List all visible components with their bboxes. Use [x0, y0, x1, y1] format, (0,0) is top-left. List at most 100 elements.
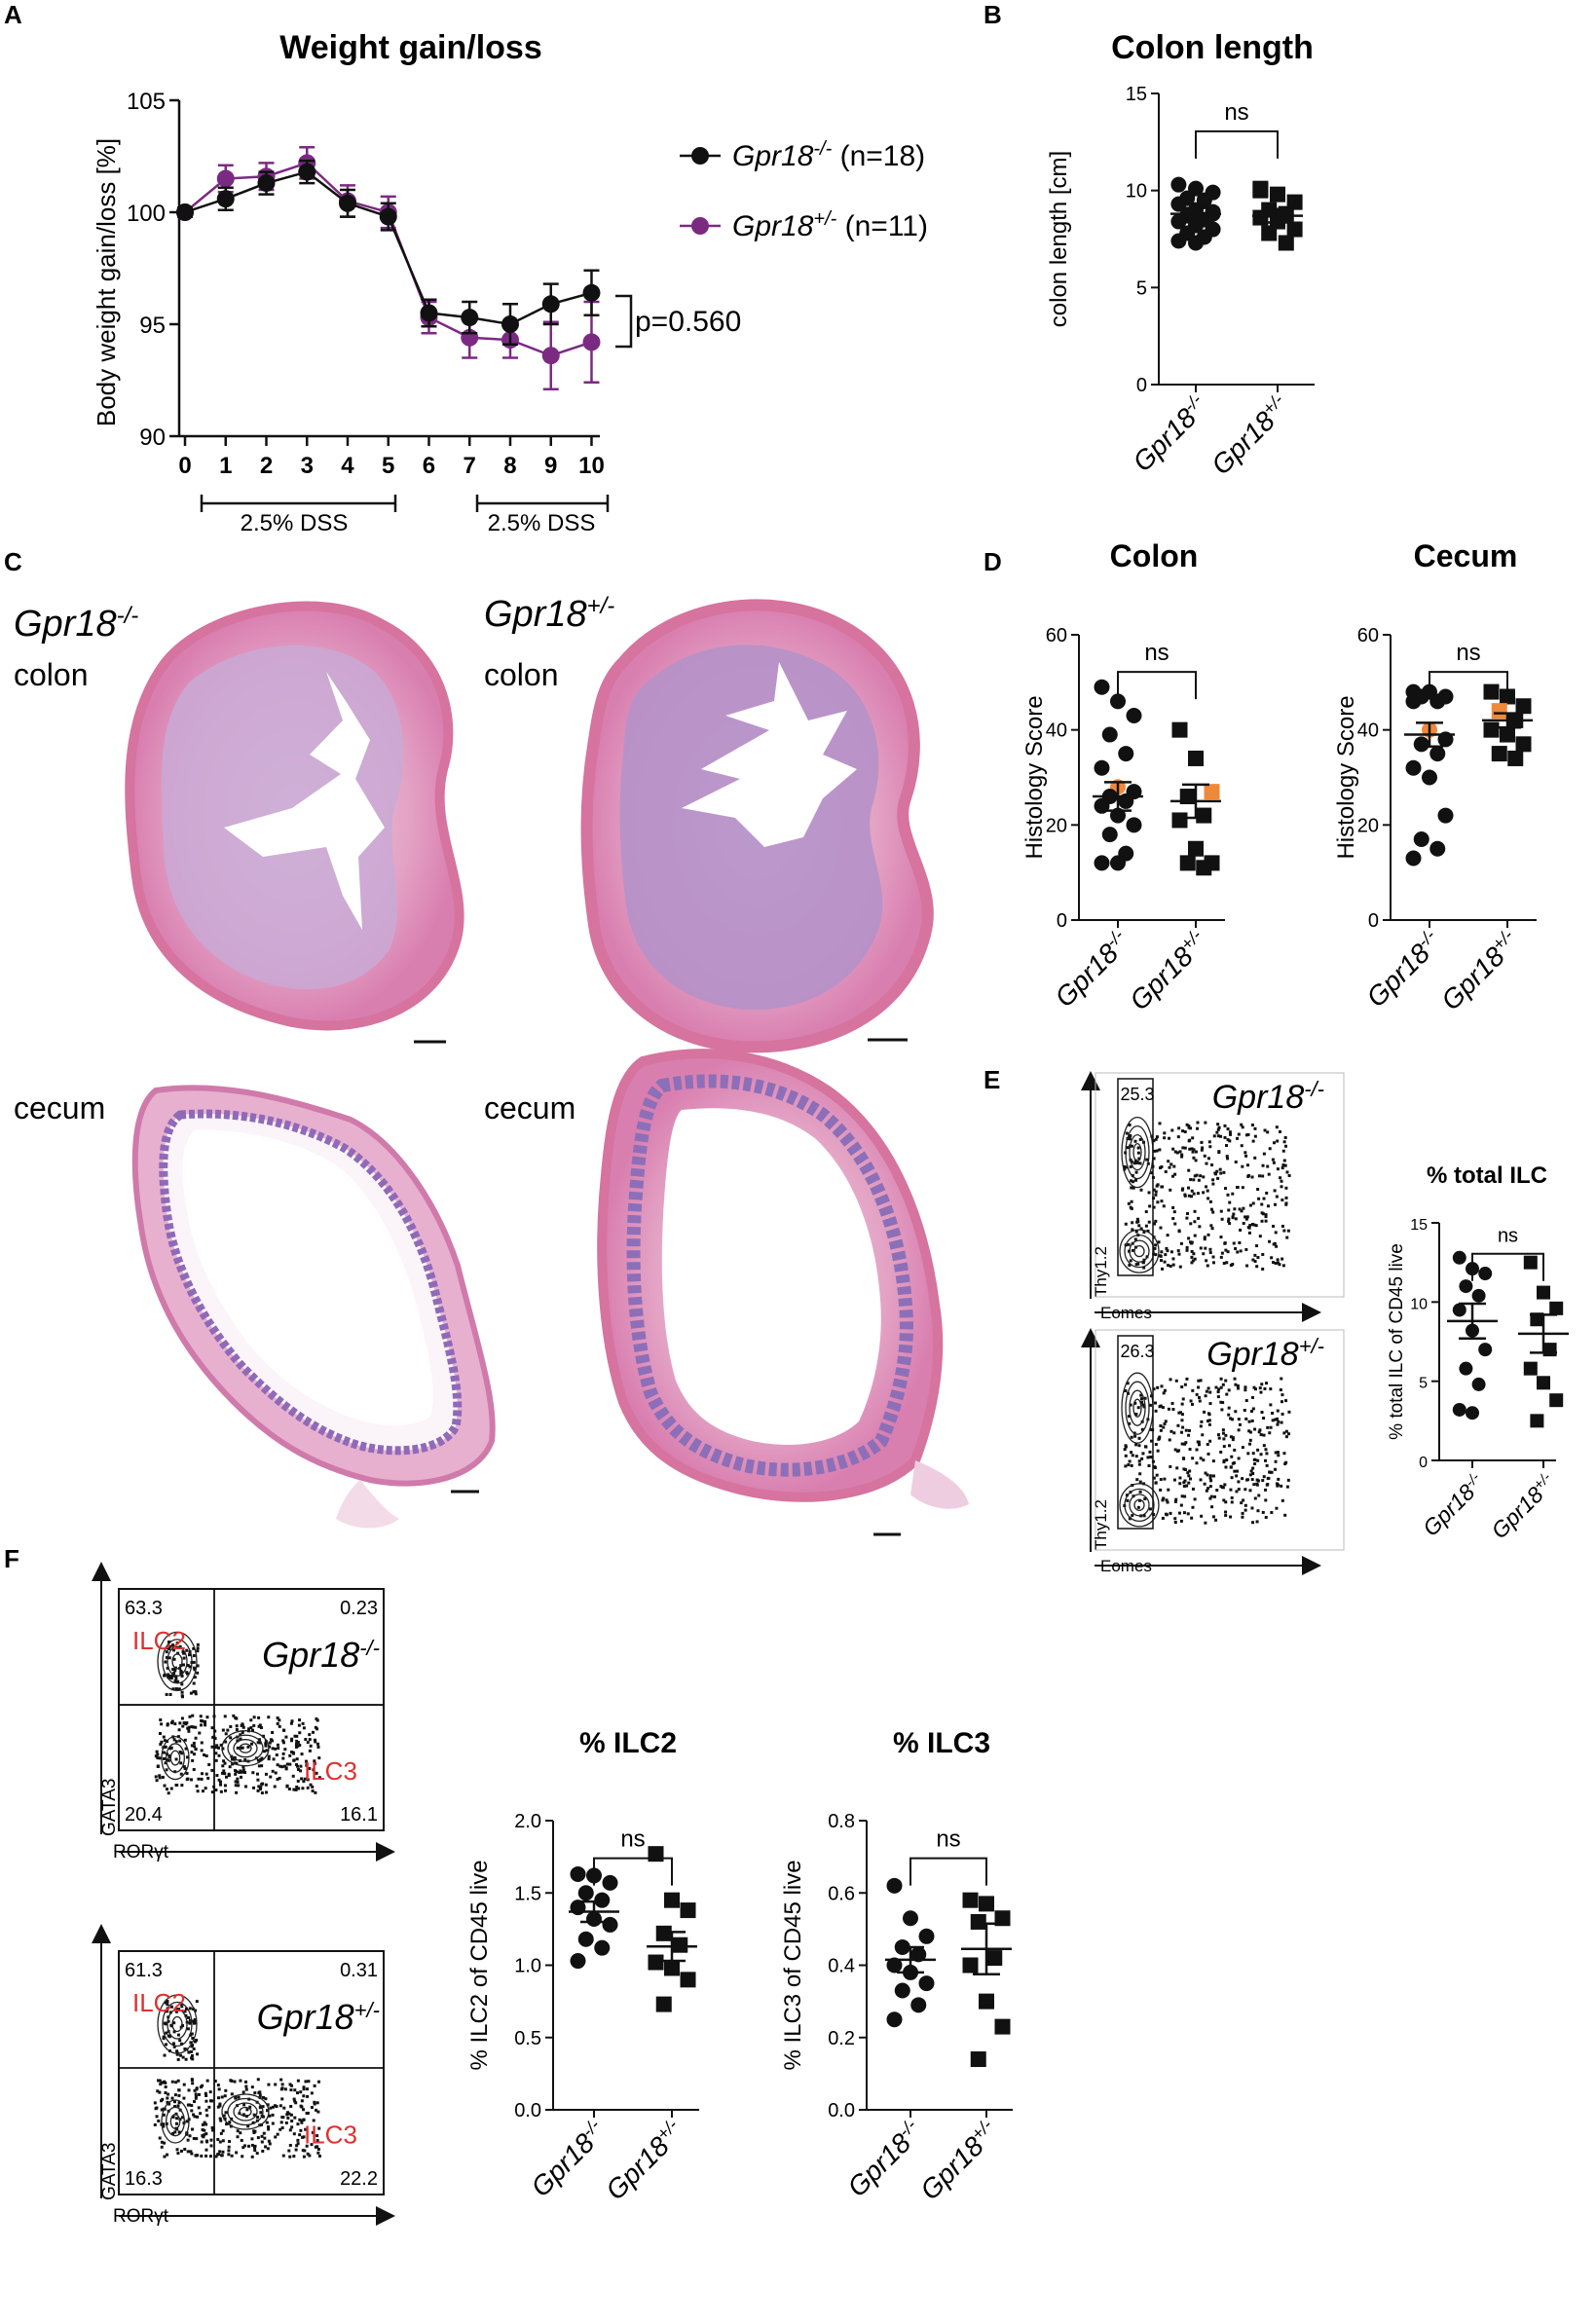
event-dot	[1204, 1121, 1207, 1125]
contour-ilc3	[239, 2106, 252, 2118]
event-dot	[231, 1762, 235, 1766]
event-dot	[1167, 1160, 1170, 1163]
event-dot	[1281, 1166, 1284, 1170]
event-dot	[172, 2030, 176, 2034]
histology-ko-colon-label: colon	[14, 657, 89, 692]
event-dot	[1211, 1261, 1215, 1265]
event-dot	[1134, 1230, 1138, 1234]
event-dot	[250, 2143, 254, 2147]
event-dot	[200, 1777, 204, 1781]
event-dot	[1234, 1246, 1238, 1250]
event-dot	[1240, 1144, 1243, 1148]
event-dot	[1158, 1148, 1162, 1152]
data-point	[541, 347, 560, 365]
event-dot	[158, 1776, 162, 1780]
data-point	[1549, 1393, 1564, 1408]
event-dot	[170, 2080, 174, 2084]
event-dot	[176, 2033, 180, 2037]
event-dot	[1183, 1146, 1187, 1150]
event-dot	[1210, 1163, 1214, 1167]
event-dot	[1248, 1430, 1252, 1434]
event-dot	[230, 2092, 234, 2096]
event-dot	[199, 2112, 203, 2116]
event-dot	[314, 1790, 317, 1794]
event-dot	[175, 1783, 179, 1787]
event-dot	[1274, 1459, 1278, 1463]
event-dot	[1251, 1471, 1255, 1475]
event-dot	[222, 2114, 226, 2118]
data-point	[1094, 679, 1110, 695]
event-dot	[1142, 1514, 1146, 1518]
event-dot	[1242, 1206, 1245, 1210]
event-dot	[1148, 1403, 1152, 1407]
event-dot	[1147, 1220, 1151, 1224]
event-dot	[1177, 1449, 1181, 1453]
event-dot	[1189, 1126, 1193, 1130]
event-dot	[177, 1728, 181, 1732]
event-dot	[279, 2121, 283, 2124]
y-tick-label: 10	[1410, 1296, 1428, 1312]
event-dot	[196, 1789, 200, 1793]
event-dot	[271, 2121, 275, 2125]
event-dot	[1229, 1417, 1233, 1420]
event-dot	[1284, 1399, 1288, 1403]
event-dot	[298, 2133, 302, 2137]
data-point	[1261, 225, 1278, 241]
event-dot	[221, 2139, 225, 2143]
event-dot	[1141, 1261, 1145, 1265]
event-dot	[306, 1778, 310, 1782]
event-dot	[1134, 1263, 1138, 1267]
event-dot	[1223, 1135, 1227, 1139]
event-dot	[258, 1741, 262, 1745]
contour-ilc2	[171, 1653, 183, 1670]
event-dot	[1258, 1235, 1262, 1238]
event-dot	[253, 2091, 257, 2095]
panel-letter-e: E	[984, 1065, 1000, 1094]
event-dot	[195, 2000, 199, 2004]
event-dot	[1169, 1162, 1173, 1166]
event-dot	[235, 1761, 239, 1765]
event-dot	[222, 1769, 226, 1773]
event-dot	[268, 2114, 272, 2118]
event-dot	[1207, 1413, 1211, 1417]
event-dot	[305, 1762, 309, 1766]
event-dot	[1152, 1205, 1156, 1209]
data-point	[216, 190, 235, 208]
event-dot	[227, 2153, 231, 2157]
event-dot	[196, 1671, 200, 1675]
event-dot	[1138, 1137, 1142, 1141]
event-dot	[1243, 1408, 1246, 1412]
event-dot	[292, 2097, 296, 2101]
event-dot	[174, 1677, 178, 1680]
event-dot	[187, 2050, 191, 2054]
event-dot	[1152, 1157, 1156, 1161]
event-dot	[1252, 1483, 1256, 1487]
event-dot	[203, 2128, 206, 2132]
x-tick-label: Gpr18-/-	[1049, 926, 1136, 1014]
event-dot	[1125, 1165, 1129, 1169]
event-dot	[1251, 1466, 1255, 1470]
event-dot	[1195, 1461, 1199, 1465]
event-dot	[221, 2129, 225, 2133]
event-dot	[313, 2084, 316, 2087]
event-dot	[167, 1641, 171, 1644]
event-dot	[177, 2130, 181, 2134]
event-dot	[177, 1687, 181, 1691]
event-dot	[276, 2132, 279, 2136]
event-dot	[1190, 1147, 1194, 1151]
event-dot	[251, 2121, 255, 2124]
quadrant-value-br: 22.2	[340, 2168, 378, 2190]
event-dot	[177, 2088, 181, 2092]
event-dot	[1253, 1260, 1257, 1264]
contour-upper	[1125, 1381, 1150, 1435]
event-dot	[226, 1728, 230, 1732]
event-dot	[281, 1728, 285, 1732]
event-dot	[1153, 1246, 1157, 1250]
event-dot	[200, 1749, 204, 1752]
event-dot	[1142, 1405, 1146, 1409]
event-dot	[201, 2128, 204, 2132]
event-dot	[188, 1665, 192, 1669]
event-dot	[308, 2154, 312, 2158]
event-dot	[1234, 1161, 1238, 1164]
